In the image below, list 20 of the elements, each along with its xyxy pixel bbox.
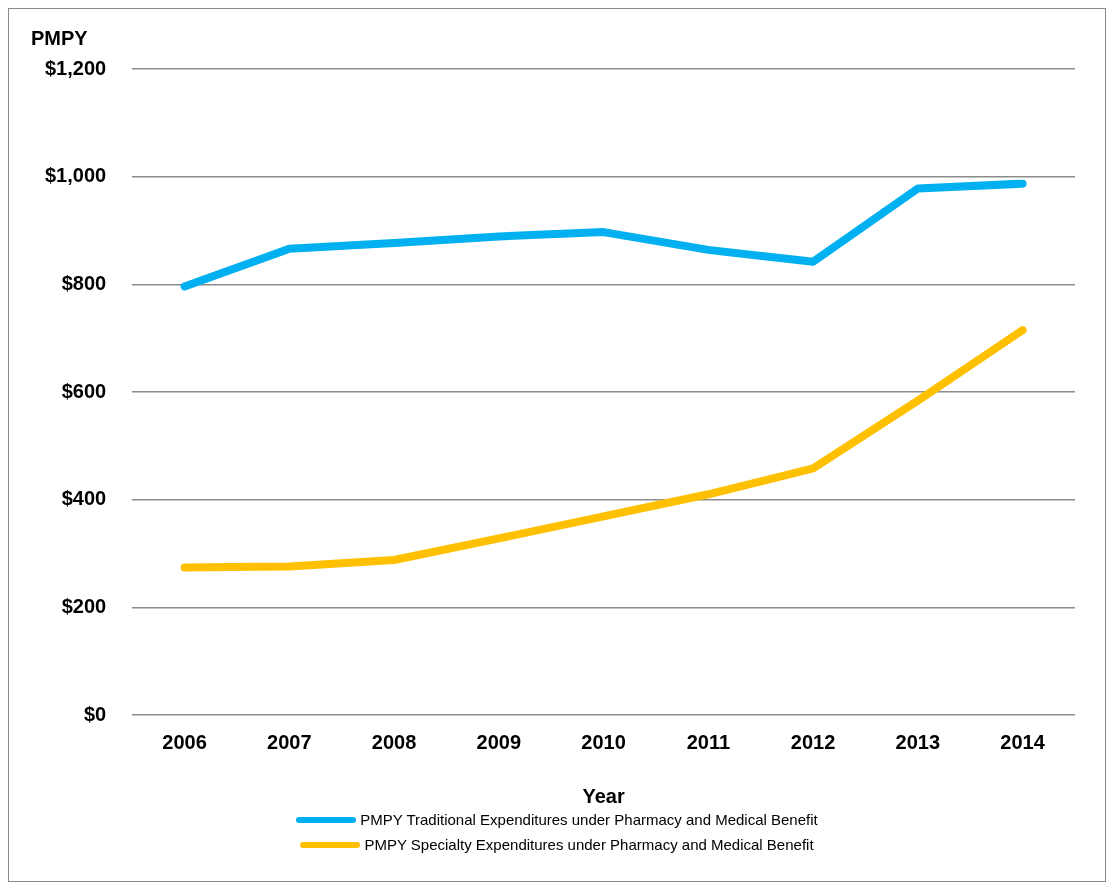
- x-tick-label: 2014: [1000, 730, 1046, 753]
- legend-label: PMPY Traditional Expenditures under Pharmacy and Medical Benefit: [360, 811, 818, 828]
- x-tick-label: 2008: [371, 730, 417, 753]
- x-tick-label: 2013: [895, 730, 941, 753]
- y-tick-label: $800: [61, 271, 107, 294]
- x-tick-label: 2010: [581, 730, 626, 753]
- x-tick-label: 2009: [476, 730, 522, 753]
- y-tick-label: $400: [61, 487, 107, 510]
- x-tick-label: 2007: [267, 730, 312, 753]
- y-tick-label: $1,000: [45, 164, 107, 187]
- x-axis-title: Year: [582, 784, 625, 807]
- x-tick-label: 2006: [162, 730, 207, 753]
- x-tick-label: 2011: [686, 730, 731, 753]
- y-tick-label: $0: [83, 702, 107, 725]
- legend-label: PMPY Specialty Expenditures under Pharmacy and Medical Benefit: [364, 836, 814, 853]
- y-axis-title: PMPY: [31, 26, 89, 49]
- y-tick-label: $200: [61, 594, 107, 617]
- x-tick-label: 2012: [790, 730, 836, 753]
- y-tick-label: $600: [61, 379, 107, 402]
- y-tick-label: $1,200: [45, 56, 107, 79]
